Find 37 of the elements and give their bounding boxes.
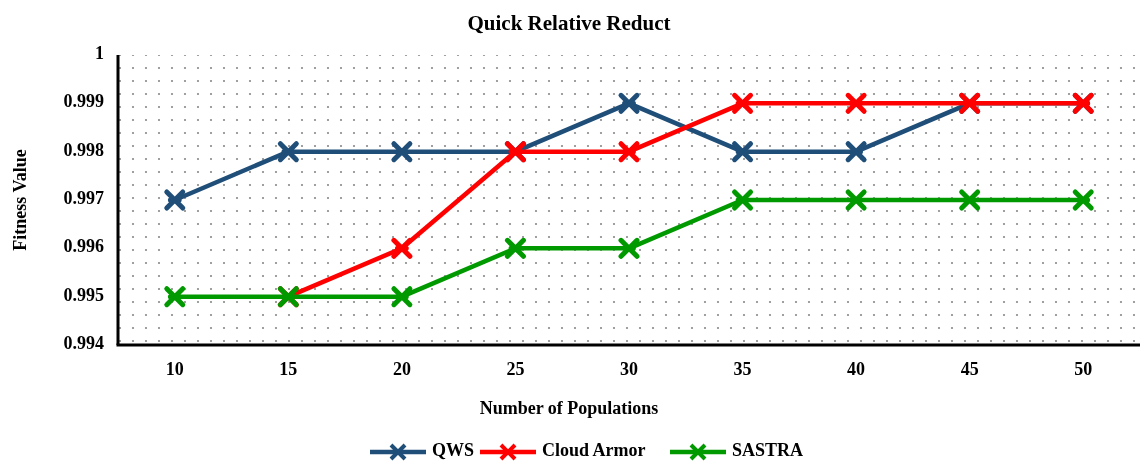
x-tick-label: 50 [1074, 359, 1093, 379]
x-tick-label: 10 [165, 359, 184, 379]
chart-title: Quick Relative Reduct [467, 11, 671, 35]
x-axis-title: Number of Populations [479, 398, 659, 418]
x-tick-label: 20 [392, 359, 411, 379]
x-tick-label: 35 [733, 359, 752, 379]
x-tick-label: 40 [847, 359, 866, 379]
y-tick-label: 0.999 [63, 91, 104, 112]
y-tick-label: 0.994 [63, 333, 104, 354]
point [618, 237, 640, 259]
point [618, 141, 640, 163]
y-tick-label: 0.996 [63, 236, 104, 257]
point [732, 92, 754, 114]
point [391, 141, 413, 163]
point [618, 92, 640, 114]
y-tick-label: 0.997 [63, 188, 104, 209]
point [845, 189, 867, 211]
point [391, 286, 413, 308]
point [845, 141, 867, 163]
y-tick-label: 0.998 [63, 139, 104, 160]
point [959, 189, 981, 211]
point [391, 237, 413, 259]
point [504, 237, 526, 259]
x-tick-label: 15 [279, 359, 298, 379]
y-axis-title: Fitness Value [10, 149, 30, 251]
x-tick-label: 45 [960, 359, 979, 379]
y-tick-label: 1 [95, 43, 104, 64]
point [732, 141, 754, 163]
legend-label: Cloud Armor [542, 440, 646, 461]
legend-label: SASTRA [732, 440, 804, 461]
x-tick-label: 25 [506, 359, 525, 379]
point [732, 189, 754, 211]
legend-label: QWS [432, 440, 475, 461]
x-tick-label: 30 [620, 359, 638, 379]
y-tick-label: 0.995 [63, 284, 104, 305]
point [277, 141, 299, 163]
point [845, 92, 867, 114]
